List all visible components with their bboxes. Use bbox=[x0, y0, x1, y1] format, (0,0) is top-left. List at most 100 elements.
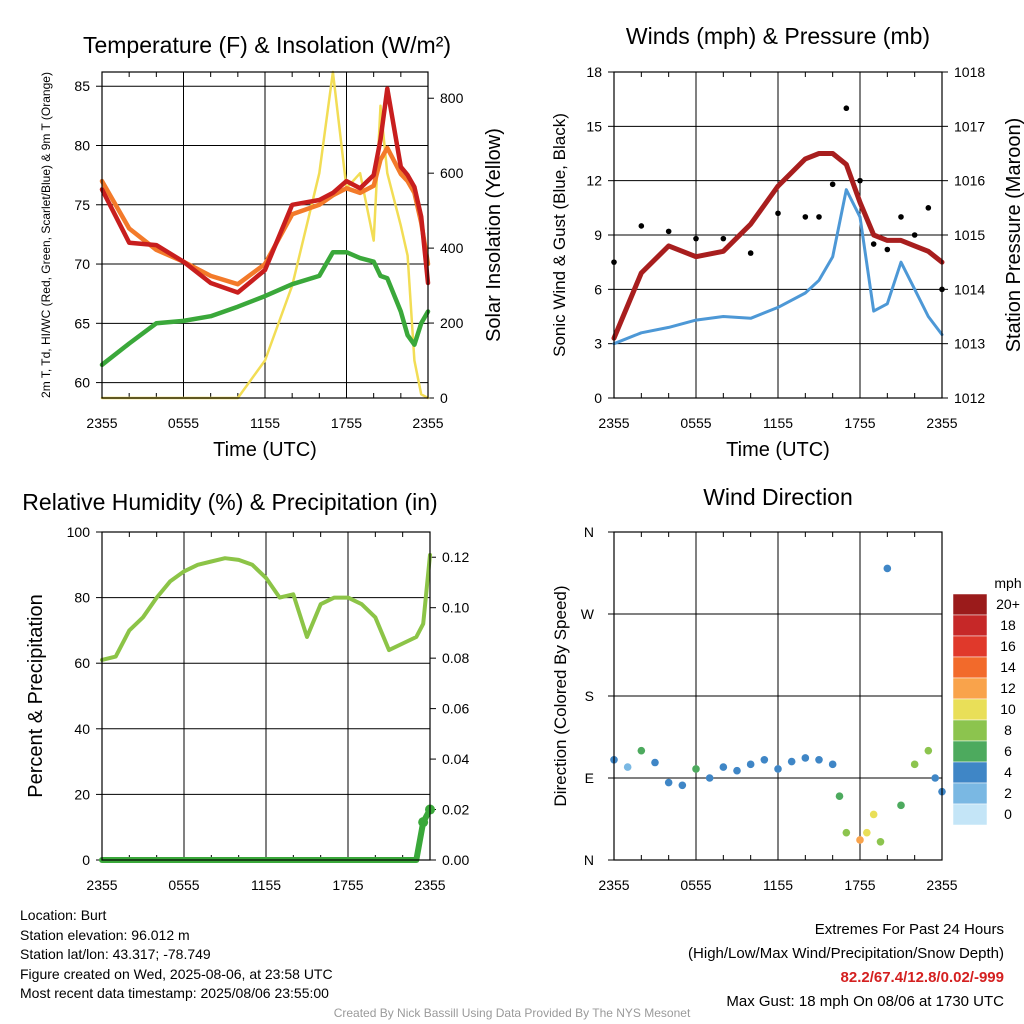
y2-tick-label: 800 bbox=[440, 90, 464, 106]
y2-tick-label: 1015 bbox=[954, 227, 985, 243]
direction-point bbox=[678, 781, 687, 790]
gust-point bbox=[775, 210, 781, 217]
gust-point bbox=[638, 223, 645, 229]
direction-point bbox=[815, 755, 823, 764]
y2-tick-label: 0.08 bbox=[442, 650, 469, 666]
legend-label: 14 bbox=[1000, 659, 1016, 675]
x-tick-label: 1755 bbox=[844, 415, 875, 431]
legend-label: 6 bbox=[1004, 743, 1012, 759]
legend-swatch bbox=[952, 677, 988, 700]
x-tick-label: 0555 bbox=[680, 877, 711, 893]
direction-point bbox=[774, 765, 782, 773]
y2-tick-label: 0.00 bbox=[442, 852, 469, 868]
extremes-values: 82.2/67.4/12.8/0.02/-999 bbox=[840, 969, 1004, 986]
y2-axis-label-pressure: Station Pressure (Maroon) bbox=[1003, 118, 1024, 353]
legend-label: 12 bbox=[1000, 680, 1016, 696]
plot-frame-3 bbox=[613, 531, 943, 861]
y2-tick-label: 1013 bbox=[954, 336, 985, 352]
y-tick-label: 60 bbox=[74, 655, 90, 671]
y2-tick-label: 1014 bbox=[954, 281, 985, 297]
y-tick-label: S bbox=[585, 688, 594, 704]
gust-point bbox=[816, 214, 822, 220]
y-tick-label: N bbox=[584, 524, 594, 540]
y2-tick-label: 0.10 bbox=[442, 600, 469, 616]
y2-tick-label: 600 bbox=[440, 165, 464, 181]
y-tick-label: 80 bbox=[74, 590, 90, 606]
station-info: Location: Burt Station elevation: 96.012… bbox=[20, 906, 333, 1004]
chart-title-winds: Winds (mph) & Pressure (mb) bbox=[626, 23, 930, 49]
legend-label: 20+ bbox=[996, 596, 1020, 612]
legend-label: 16 bbox=[1000, 638, 1016, 654]
extremes-box: Extremes For Past 24 Hours (High/Low/Max… bbox=[688, 918, 1004, 1014]
x-tick-label: 0555 bbox=[168, 415, 199, 431]
x-tick-label: 1155 bbox=[251, 877, 281, 893]
figure-created: Figure created on Wed, 2025-08-06, at 23… bbox=[20, 965, 333, 982]
x-tick-label: 1755 bbox=[331, 415, 362, 431]
legend-title: mph bbox=[994, 575, 1021, 591]
gust-point bbox=[829, 181, 836, 188]
station-location: Location: Burt bbox=[20, 907, 107, 923]
y2-tick-label: 0.06 bbox=[442, 701, 469, 717]
legend-swatch bbox=[952, 593, 988, 616]
x-tick-label: 2355 bbox=[926, 415, 957, 431]
gust-point bbox=[898, 214, 904, 220]
gust-point bbox=[857, 177, 863, 184]
legend-swatch bbox=[952, 698, 988, 721]
y-tick-label: 6 bbox=[594, 281, 602, 297]
x-tick-label: 1155 bbox=[250, 415, 280, 431]
max-gust: Max Gust: 18 mph On 08/06 at 1730 UTC bbox=[726, 993, 1004, 1010]
direction-point bbox=[760, 755, 769, 764]
x-tick-label: 2355 bbox=[412, 415, 443, 431]
direction-point bbox=[842, 828, 851, 837]
direction-point bbox=[869, 810, 878, 819]
direction-point bbox=[801, 754, 810, 762]
extremes-title: Extremes For Past 24 Hours bbox=[814, 921, 1004, 938]
legend-swatch bbox=[952, 740, 988, 763]
legend-swatch bbox=[952, 656, 988, 679]
x-axis-label: Time (UTC) bbox=[213, 439, 317, 461]
y-tick-label: 85 bbox=[74, 78, 90, 94]
extremes-subtitle: (High/Low/Max Wind/Precipitation/Snow De… bbox=[688, 945, 1004, 962]
gust-point bbox=[884, 246, 891, 253]
direction-point bbox=[828, 760, 837, 769]
plot-frame-1 bbox=[613, 71, 943, 399]
direction-point bbox=[623, 763, 632, 771]
y-axis-label-humidity: Percent & Precipitation bbox=[25, 594, 47, 797]
legend-label: 4 bbox=[1004, 764, 1012, 780]
y2-tick-label: 1016 bbox=[954, 173, 985, 189]
legend-swatch bbox=[952, 782, 988, 805]
y-tick-label: 15 bbox=[586, 118, 602, 134]
legend-swatch bbox=[952, 803, 988, 826]
recent-timestamp: Most recent data timestamp: 2025/08/06 2… bbox=[20, 985, 329, 1001]
x-tick-label: 1755 bbox=[332, 877, 363, 893]
y-tick-label: 20 bbox=[74, 786, 90, 802]
direction-point bbox=[910, 760, 919, 769]
legend-label: 18 bbox=[1000, 617, 1016, 633]
y2-tick-label: 1018 bbox=[954, 64, 985, 80]
direction-point bbox=[924, 746, 933, 755]
pressure-line bbox=[611, 151, 945, 341]
y-tick-label: 75 bbox=[74, 197, 90, 213]
plot-frame-0 bbox=[101, 71, 429, 399]
gust-point bbox=[911, 232, 918, 238]
gust-point bbox=[665, 228, 672, 235]
x-tick-label: 1155 bbox=[763, 877, 793, 893]
x-tick-label: 0555 bbox=[168, 877, 199, 893]
y2-tick-label: 0.12 bbox=[442, 549, 469, 565]
gust-point bbox=[747, 250, 754, 256]
y-tick-label: 70 bbox=[74, 256, 90, 272]
legend-swatch bbox=[952, 614, 988, 637]
series-line-red bbox=[99, 86, 431, 295]
y-tick-label: 9 bbox=[594, 227, 602, 243]
gust-point bbox=[843, 105, 850, 112]
y2-tick-label: 1012 bbox=[954, 390, 985, 406]
direction-point bbox=[863, 828, 871, 837]
direction-point bbox=[664, 778, 673, 787]
wind-speed-line bbox=[612, 188, 944, 346]
station-latlon: Station lat/lon: 43.317; -78.749 bbox=[20, 946, 211, 962]
y-tick-label: 40 bbox=[74, 721, 90, 737]
y-tick-label: W bbox=[581, 606, 595, 622]
direction-point bbox=[856, 836, 864, 844]
y-tick-label: 0 bbox=[594, 390, 602, 406]
legend-swatch bbox=[952, 761, 988, 784]
